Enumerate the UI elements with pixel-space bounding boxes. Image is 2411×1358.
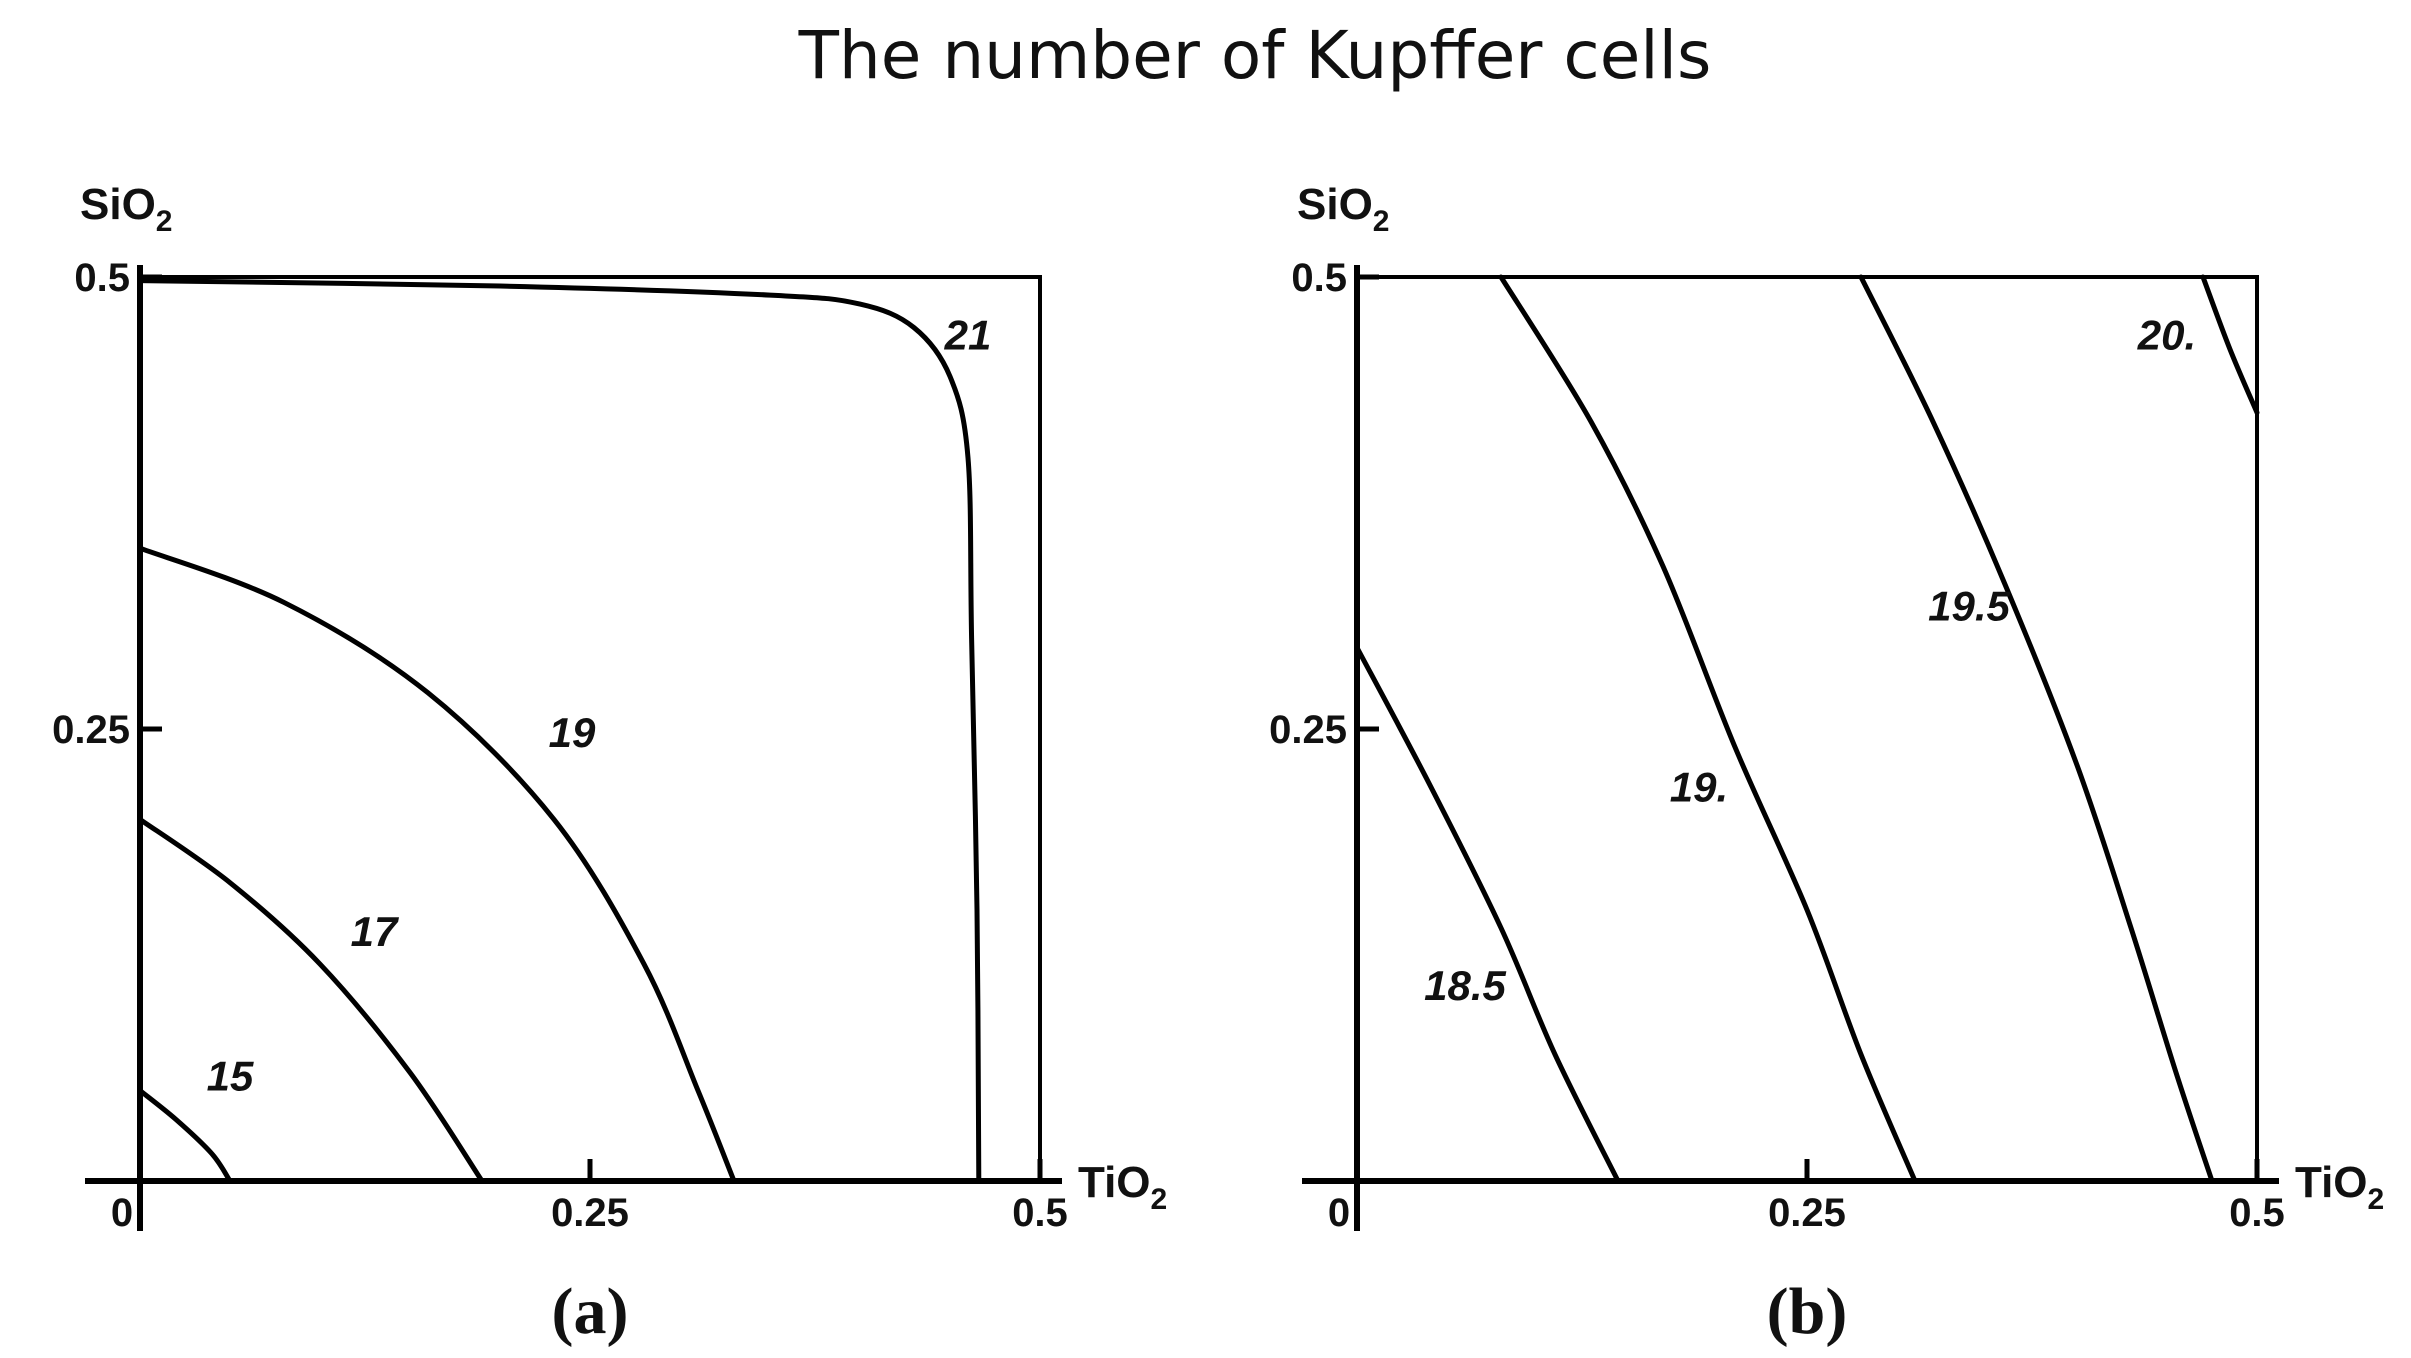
contour-line-21: [137, 278, 982, 1184]
y-axis-label-subscript: 2: [156, 205, 173, 238]
y-axis-label-text: SiO: [1297, 180, 1373, 229]
plot-frame: [1355, 275, 2259, 1183]
x-axis-label: TiO2: [2295, 1158, 2384, 1216]
contour-line-19: [1498, 274, 1918, 1184]
contour-label: 19.5: [1928, 583, 2010, 630]
contour-line-20: [2200, 274, 2260, 416]
x-axis-label-subscript: 2: [1151, 1183, 1168, 1216]
panel-label-b: (b): [1767, 1275, 1848, 1348]
contour-label: 21: [944, 311, 992, 358]
y-tick-label: 0.25: [1269, 708, 1347, 752]
x-axis-label-text: TiO: [2295, 1158, 2368, 1207]
y-tick-label: 0.5: [74, 256, 130, 300]
figure-title: The number of Kupffer cells: [798, 17, 1712, 94]
x-tick-label: 0: [111, 1191, 133, 1235]
x-tick-label: 0.25: [1768, 1191, 1846, 1235]
panel-label-a: (a): [552, 1275, 629, 1348]
x-axis-label: TiO2: [1078, 1158, 1167, 1216]
x-tick-label: 0: [1328, 1191, 1350, 1235]
y-axis-label-subscript: 2: [1373, 205, 1390, 238]
y-axis-label-text: SiO: [80, 180, 156, 229]
contour-line-15: [137, 1088, 233, 1184]
contour-line-17: [137, 816, 485, 1184]
contour-label: 20.: [2137, 311, 2196, 358]
contour-label: 17: [351, 908, 399, 955]
contour-label: 18.5: [1424, 962, 1506, 1009]
x-axis-label-subscript: 2: [2368, 1183, 2385, 1216]
contour-label: 19: [549, 709, 596, 756]
contour-line-19-5: [1858, 274, 2215, 1184]
contour-label: 15: [207, 1053, 254, 1100]
contour-label: 19.: [1670, 763, 1728, 810]
y-tick-label: 0.25: [52, 708, 130, 752]
x-axis-label-text: TiO: [1078, 1158, 1151, 1207]
contour-line-19: [137, 545, 737, 1184]
contour-line-18-5: [1354, 645, 1621, 1184]
x-tick-label: 0.5: [1012, 1191, 1068, 1235]
x-tick-label: 0.5: [2229, 1191, 2285, 1235]
y-axis-label: SiO2: [80, 180, 172, 238]
x-tick-label: 0.25: [551, 1191, 629, 1235]
y-tick-label: 0.5: [1291, 256, 1347, 300]
y-axis-label: SiO2: [1297, 180, 1389, 238]
